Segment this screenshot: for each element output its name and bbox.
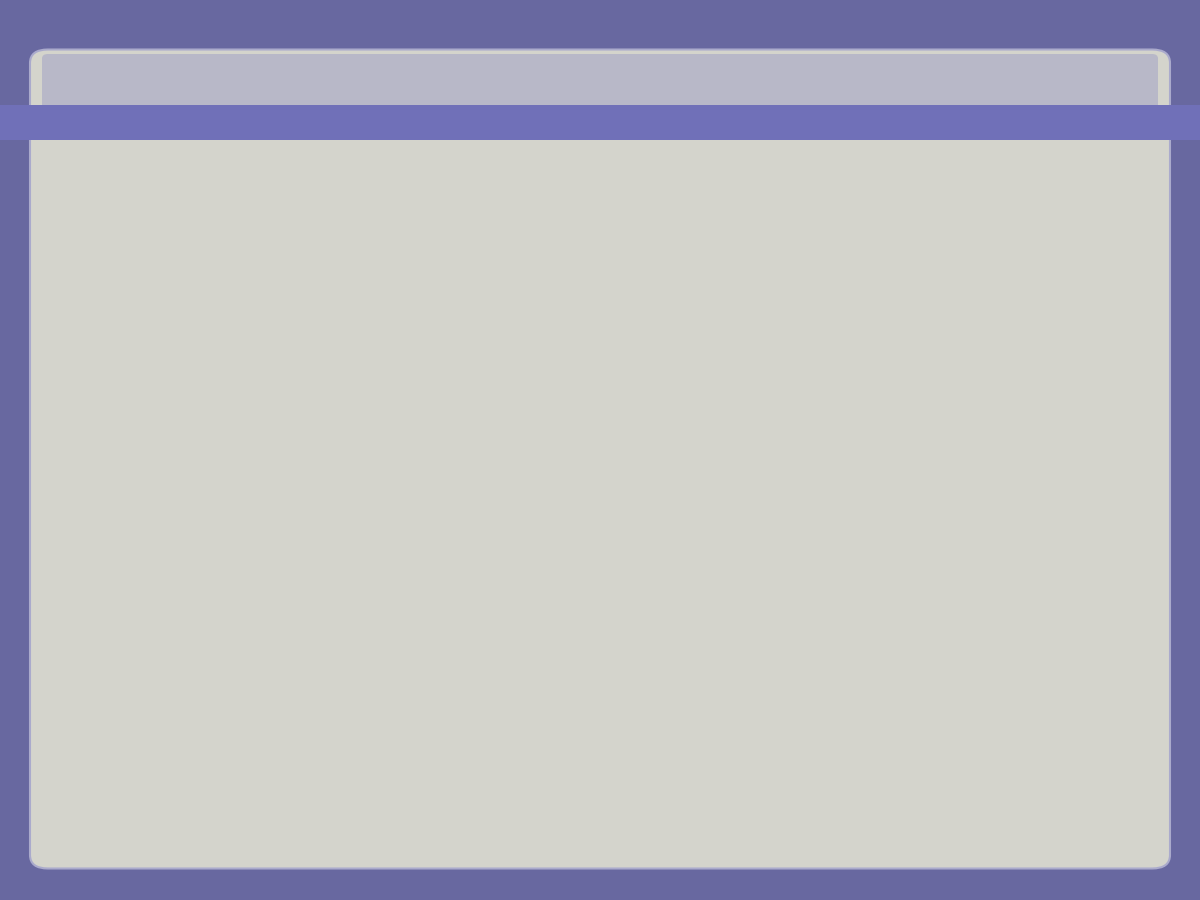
Text: L: L	[388, 628, 400, 648]
Text: represent the measure of arc JK.: represent the measure of arc JK.	[74, 135, 545, 159]
Text: K: K	[409, 324, 424, 344]
Text: *: *	[398, 135, 412, 159]
Text: Your answer: Your answer	[95, 806, 214, 825]
Text: a°: a°	[374, 372, 395, 390]
Text: J: J	[173, 454, 179, 475]
Text: M: M	[490, 554, 508, 574]
Text: C: C	[311, 437, 325, 457]
Text: 5. Given line LM tangent to Circle C at point L, write an expression to: 5. Given line LM tangent to Circle C at …	[74, 90, 1055, 114]
Text: b°: b°	[398, 569, 419, 587]
